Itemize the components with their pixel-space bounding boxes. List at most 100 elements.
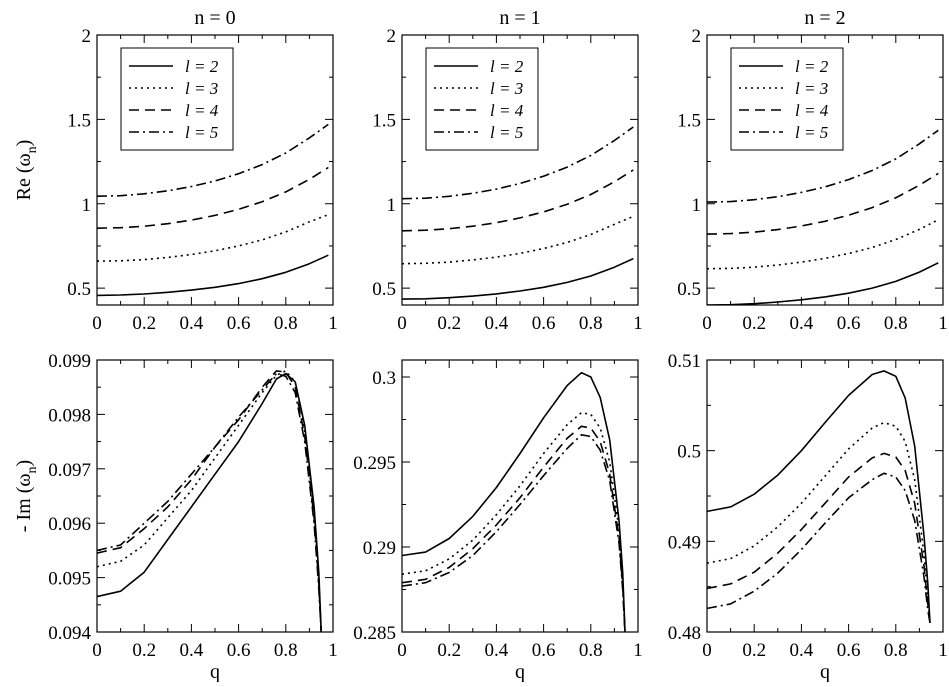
legend-label: l = 4 bbox=[795, 101, 829, 120]
series-line-dashed bbox=[707, 452, 931, 623]
column-title: n = 2 bbox=[804, 7, 845, 29]
legend-label: l = 2 bbox=[185, 57, 219, 76]
plot-frame bbox=[401, 359, 639, 633]
x-tick-label: 0 bbox=[397, 640, 407, 661]
x-tick-label: 0 bbox=[92, 313, 102, 334]
legend-label: l = 2 bbox=[795, 57, 829, 76]
legend-box bbox=[425, 47, 539, 151]
y-tick-label: 0.3 bbox=[372, 368, 396, 389]
series-line-dashed bbox=[707, 172, 939, 235]
x-tick-label: 0.8 bbox=[579, 640, 603, 661]
x-tick-label: 0.4 bbox=[180, 640, 204, 661]
series-line-dashdot bbox=[707, 472, 931, 624]
y-tick-label: 0.095 bbox=[48, 569, 91, 590]
column-title: n = 0 bbox=[194, 7, 235, 29]
y-tick-label: 2 bbox=[82, 26, 92, 47]
column-title: n = 1 bbox=[499, 7, 540, 29]
y-axis-label-main: Re (ω bbox=[13, 153, 35, 200]
y-tick-label: 1 bbox=[692, 195, 702, 216]
legend-label: l = 5 bbox=[490, 123, 523, 142]
series-line-solid bbox=[402, 371, 626, 632]
series-line-solid bbox=[707, 370, 931, 623]
series-line-solid bbox=[97, 254, 329, 297]
y-tick-label: 0.094 bbox=[48, 623, 91, 644]
x-tick-label: 1 bbox=[633, 313, 643, 334]
x-tick-label: 0 bbox=[397, 313, 407, 334]
y-tick-label: 0.295 bbox=[353, 453, 396, 474]
legend-label: l = 3 bbox=[490, 79, 523, 98]
x-tick-label: 0 bbox=[702, 313, 712, 334]
x-tick-label: 0.8 bbox=[274, 313, 298, 334]
plot-frame bbox=[96, 359, 334, 633]
y-tick-label: 0.096 bbox=[48, 514, 91, 535]
x-tick-label: 0.8 bbox=[274, 640, 298, 661]
y-tick-label: 1.5 bbox=[677, 110, 701, 131]
x-tick-label: 0.4 bbox=[790, 640, 814, 661]
panel-3: 0 0.2 0.4 0.6 0.8 1 0.5 1 1.5 2 n = 2 l = 2 l = 3 l =… bbox=[677, 7, 948, 334]
series-line-dashdot bbox=[97, 372, 322, 632]
x-tick-label: 0.2 bbox=[132, 640, 156, 661]
series-line-solid bbox=[402, 257, 634, 300]
y-tick-label: 1 bbox=[387, 195, 397, 216]
series-line-dashed bbox=[97, 166, 329, 229]
series-line-dotted bbox=[97, 213, 329, 262]
x-tick-label: 1 bbox=[328, 313, 338, 334]
series-line-dotted bbox=[402, 215, 634, 265]
x-tick-label: 1 bbox=[938, 640, 948, 661]
y-tick-label: 0.49 bbox=[668, 532, 701, 553]
y-tick-label: 0.285 bbox=[353, 623, 396, 644]
x-tick-label: 1 bbox=[938, 313, 948, 334]
x-tick-label: 0 bbox=[702, 640, 712, 661]
x-axis-label: q bbox=[515, 661, 525, 682]
series-line-solid bbox=[97, 372, 322, 632]
x-tick-label: 0.2 bbox=[742, 313, 766, 334]
x-tick-label: 1 bbox=[633, 640, 643, 661]
legend-box bbox=[120, 47, 234, 151]
x-tick-label: 0 bbox=[92, 640, 102, 661]
y-tick-label: 0.29 bbox=[363, 538, 396, 559]
x-tick-label: 0.8 bbox=[884, 313, 908, 334]
x-tick-label: 0.2 bbox=[437, 640, 461, 661]
series-line-dotted bbox=[97, 370, 322, 632]
panel-2: 0 0.2 0.4 0.6 0.8 1 0.5 1 1.5 2 n = 1 l = 2 l = 3 l =… bbox=[372, 7, 643, 334]
series-line-solid bbox=[707, 262, 939, 305]
series-line-dashed bbox=[97, 370, 322, 632]
y-axis-label-subscript: n bbox=[25, 146, 40, 153]
y-axis-label-subscript: n bbox=[25, 466, 40, 473]
series-line-dotted bbox=[402, 411, 626, 632]
y-tick-label: 0.098 bbox=[48, 405, 91, 426]
series-line-dotted bbox=[707, 219, 939, 270]
x-tick-label: 0.6 bbox=[227, 313, 251, 334]
y-tick-label: 0.5 bbox=[677, 279, 701, 300]
panel-1: 0 0.2 0.4 0.6 0.8 1 0.5 1 1.5 2 n = 0 Re (ωn) l = 2 l… bbox=[13, 7, 338, 334]
panel-6: 0 0.2 0.4 0.6 0.8 1 0.48 0.49 0.5 0.51 q bbox=[668, 351, 948, 683]
legend-label: l = 5 bbox=[185, 123, 218, 142]
series-line-dashdot bbox=[402, 433, 626, 632]
y-tick-label: 0.51 bbox=[668, 351, 701, 372]
y-tick-label: 1.5 bbox=[67, 110, 91, 131]
legend-label: l = 3 bbox=[185, 79, 218, 98]
x-tick-label: 0.2 bbox=[742, 640, 766, 661]
y-tick-label: 0.48 bbox=[668, 623, 701, 644]
panel-4: 0 0.2 0.4 0.6 0.8 1 0.094 0.095 0.096 0.097 0.098 0… bbox=[13, 351, 338, 683]
x-axis-label: q bbox=[210, 661, 220, 682]
panel-5: 0 0.2 0.4 0.6 0.8 1 0.285 0.29 0.295 0.3 q bbox=[353, 359, 643, 683]
x-tick-label: 1 bbox=[328, 640, 338, 661]
y-tick-label: 1 bbox=[82, 195, 92, 216]
x-tick-label: 0.6 bbox=[227, 640, 251, 661]
y-tick-label: 0.5 bbox=[67, 279, 91, 300]
legend-box bbox=[730, 47, 844, 151]
x-tick-label: 0.2 bbox=[132, 313, 156, 334]
y-axis-label-end: ) bbox=[13, 460, 35, 467]
legend-label: l = 4 bbox=[185, 101, 219, 120]
y-tick-label: 0.5 bbox=[372, 279, 396, 300]
x-tick-label: 0.4 bbox=[790, 313, 814, 334]
y-axis-label-end: ) bbox=[13, 140, 35, 147]
x-tick-label: 0.6 bbox=[837, 313, 861, 334]
x-tick-label: 0.8 bbox=[884, 640, 908, 661]
y-tick-label: 2 bbox=[387, 26, 397, 47]
series-line-dashdot bbox=[707, 129, 939, 203]
legend-label: l = 5 bbox=[795, 123, 828, 142]
y-axis-label: Re (ωn) bbox=[13, 140, 40, 201]
y-tick-label: 2 bbox=[692, 26, 702, 47]
